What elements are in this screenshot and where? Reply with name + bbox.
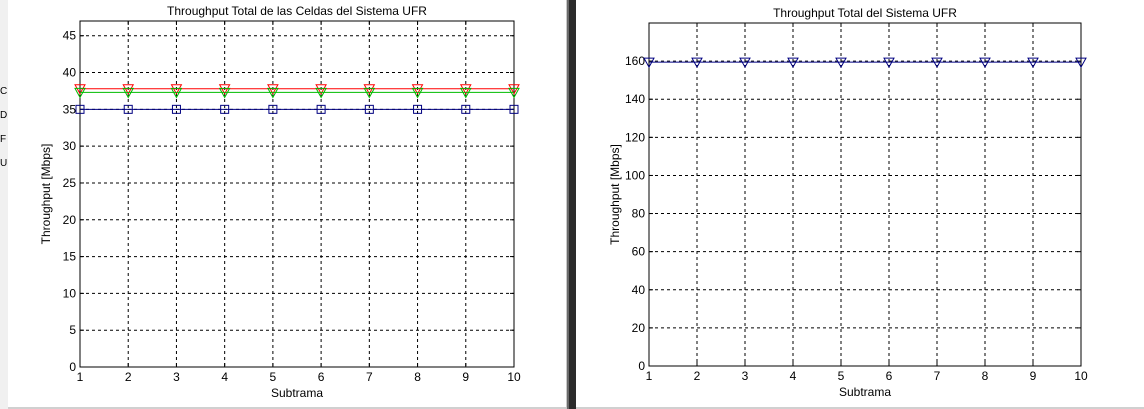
data-point bbox=[170, 87, 183, 99]
data-point bbox=[315, 87, 327, 99]
y-tick-label: 25 bbox=[63, 176, 77, 190]
plot-area bbox=[79, 20, 515, 368]
window-divider bbox=[567, 0, 576, 409]
y-tick-label: 120 bbox=[625, 130, 645, 144]
data-point bbox=[883, 57, 895, 69]
y-tick-label: 0 bbox=[638, 359, 645, 373]
data-point bbox=[315, 84, 327, 95]
x-tick-label: 4 bbox=[790, 369, 797, 383]
x-tick-label: 3 bbox=[742, 369, 749, 383]
y-tick-label: 0 bbox=[69, 360, 76, 374]
y-tick-label: 15 bbox=[63, 250, 77, 264]
data-point bbox=[835, 57, 847, 69]
data-point bbox=[267, 87, 279, 99]
x-tick-label: 6 bbox=[886, 369, 893, 383]
y-tick-label: 140 bbox=[625, 92, 645, 106]
x-tick-label: 10 bbox=[1074, 369, 1088, 383]
data-point bbox=[459, 84, 472, 95]
x-tick-label: 5 bbox=[838, 369, 845, 383]
data-point bbox=[508, 84, 520, 95]
data-point bbox=[1075, 57, 1087, 69]
data-point bbox=[508, 87, 520, 99]
data-point bbox=[413, 104, 423, 114]
chart-title: Throughput Total del Sistema UFR bbox=[773, 6, 957, 20]
y-tick-label: 40 bbox=[63, 66, 77, 80]
data-point bbox=[122, 84, 135, 95]
x-axis-label: Subtrama bbox=[271, 386, 323, 400]
data-point bbox=[220, 104, 230, 114]
x-tick-label: 9 bbox=[1030, 369, 1037, 383]
y-tick-label: 20 bbox=[632, 321, 646, 335]
fragment-text: U bbox=[0, 158, 8, 169]
x-tick-label: 7 bbox=[934, 369, 941, 383]
y-axis-label: Throughput [Mbps] bbox=[608, 144, 622, 245]
data-point bbox=[74, 84, 86, 95]
x-tick-label: 2 bbox=[694, 369, 701, 383]
data-point bbox=[74, 87, 86, 99]
data-point bbox=[171, 104, 181, 114]
y-tick-label: 20 bbox=[63, 213, 77, 227]
data-point bbox=[411, 84, 424, 95]
x-axis-label: Subtrama bbox=[839, 385, 891, 399]
background-window-fragment: C D F U bbox=[0, 0, 8, 409]
data-point bbox=[461, 104, 471, 114]
y-tick-label: 80 bbox=[632, 207, 646, 221]
x-tick-label: 2 bbox=[125, 370, 132, 384]
y-tick-label: 30 bbox=[63, 139, 77, 153]
data-point bbox=[123, 104, 133, 114]
y-tick-label: 40 bbox=[632, 283, 646, 297]
chart-left: Throughput Total de las Celdas del Siste… bbox=[39, 4, 521, 400]
y-tick-label: 10 bbox=[63, 286, 77, 300]
data-point bbox=[316, 104, 326, 114]
data-point bbox=[364, 104, 374, 114]
x-tick-label: 9 bbox=[462, 370, 469, 384]
fragment-text: C bbox=[0, 86, 8, 97]
data-point bbox=[267, 84, 279, 95]
data-point bbox=[411, 87, 424, 99]
window-edge bbox=[576, 407, 1144, 409]
x-tick-label: 1 bbox=[77, 370, 84, 384]
window-edge bbox=[8, 407, 566, 409]
data-point bbox=[643, 57, 655, 69]
x-tick-label: 10 bbox=[507, 370, 521, 384]
data-point bbox=[691, 57, 703, 69]
y-tick-label: 5 bbox=[69, 323, 76, 337]
y-tick-label: 160 bbox=[625, 54, 645, 68]
data-point bbox=[363, 87, 376, 99]
x-tick-label: 6 bbox=[318, 370, 325, 384]
x-tick-label: 7 bbox=[366, 370, 373, 384]
chart-right: Throughput Total del Sistema UFR 1 2 3 4 5 6 7 8… bbox=[608, 6, 1088, 399]
data-point bbox=[509, 104, 519, 114]
y-axis-label: Throughput [Mbps] bbox=[39, 144, 53, 245]
fragment-text: D bbox=[0, 110, 8, 121]
data-point bbox=[75, 104, 85, 114]
data-point bbox=[979, 57, 991, 69]
data-point bbox=[218, 87, 231, 99]
chart-title: Throughput Total de las Celdas del Siste… bbox=[167, 4, 427, 18]
y-tick-label: 45 bbox=[63, 29, 77, 43]
x-tick-label: 3 bbox=[173, 370, 180, 384]
x-tick-label: 5 bbox=[270, 370, 277, 384]
data-point bbox=[268, 104, 278, 114]
x-tick-label: 1 bbox=[646, 369, 653, 383]
data-point bbox=[931, 57, 943, 69]
y-tick-label: 60 bbox=[632, 245, 646, 259]
y-tick-label: 100 bbox=[625, 168, 645, 182]
figure-window-left: Throughput Total de las Celdas del Siste… bbox=[8, 0, 567, 409]
y-tick-label: 35 bbox=[63, 102, 77, 116]
plot-area bbox=[648, 22, 1082, 367]
data-point bbox=[363, 84, 376, 95]
data-point bbox=[170, 84, 183, 95]
x-tick-label: 4 bbox=[221, 370, 228, 384]
data-point bbox=[739, 57, 751, 69]
x-tick-label: 8 bbox=[982, 369, 989, 383]
fragment-text: F bbox=[0, 134, 7, 145]
data-point bbox=[459, 87, 472, 99]
data-point bbox=[787, 57, 799, 69]
data-point bbox=[122, 87, 135, 99]
data-point bbox=[218, 84, 231, 95]
x-tick-label: 8 bbox=[414, 370, 421, 384]
figure-window-right: Throughput Total del Sistema UFR 1 2 3 4 5 6 7 8… bbox=[576, 0, 1144, 409]
data-point bbox=[1027, 57, 1039, 69]
